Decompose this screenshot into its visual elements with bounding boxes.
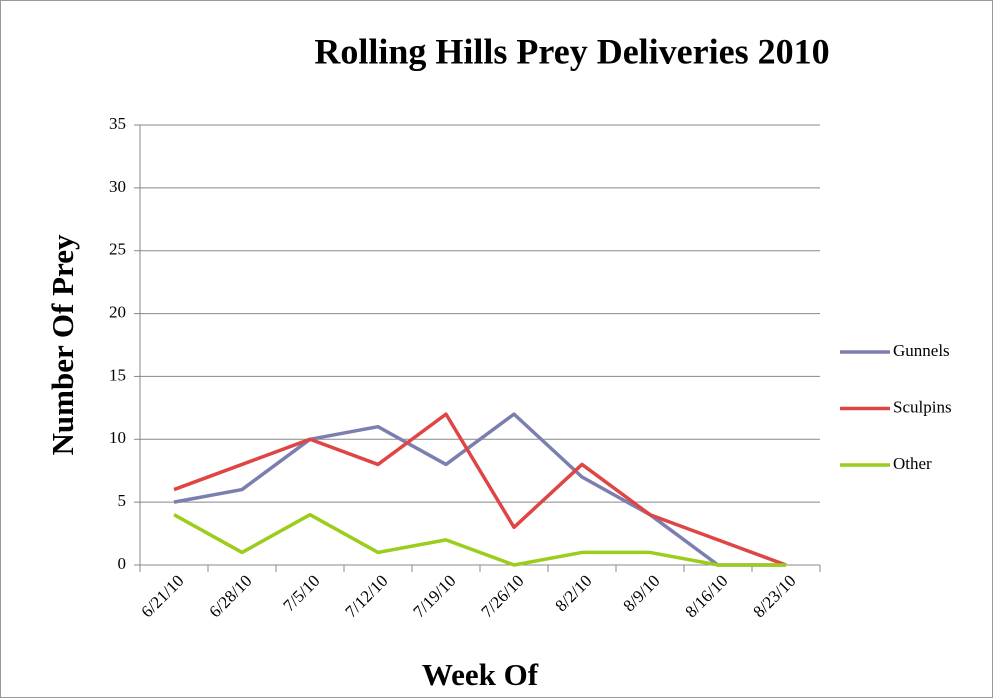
y-tick-label: 0 xyxy=(118,554,127,573)
legend-label: Gunnels xyxy=(893,341,950,360)
series-line xyxy=(173,512,786,567)
y-tick-label: 10 xyxy=(109,428,126,447)
y-tick-label: 30 xyxy=(109,177,126,196)
y-tick-label: 35 xyxy=(109,114,126,133)
series-line xyxy=(173,412,786,567)
x-axis-title: Week Of xyxy=(422,657,539,692)
y-tick-label: 25 xyxy=(109,240,126,259)
y-tick-label: 15 xyxy=(109,365,126,384)
y-tick-label: 5 xyxy=(118,491,127,510)
legend-label: Sculpins xyxy=(893,397,952,416)
chart-title: Rolling Hills Prey Deliveries 2010 xyxy=(314,31,829,71)
series-line xyxy=(173,412,787,567)
y-tick-label: 20 xyxy=(109,302,126,321)
legend-label: Other xyxy=(893,454,932,473)
y-axis-title: Number Of Prey xyxy=(45,234,80,455)
